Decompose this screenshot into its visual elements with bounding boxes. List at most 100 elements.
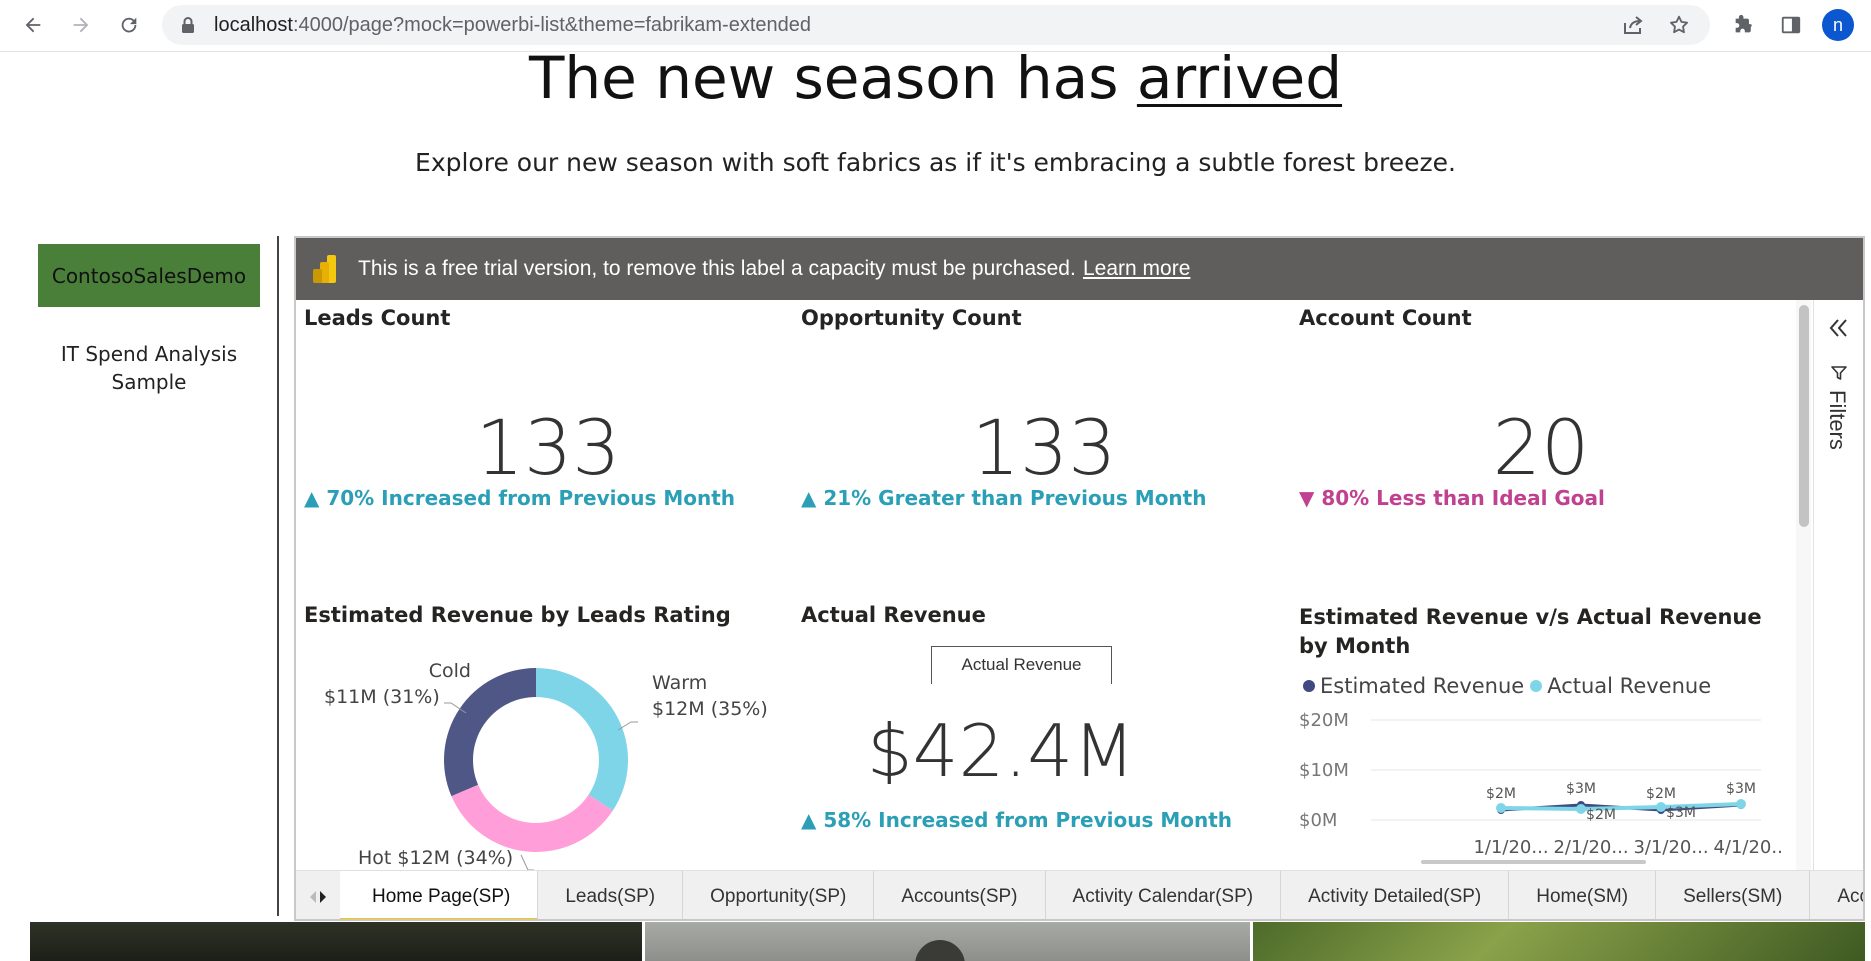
tab-sellers-sm[interactable]: Sellers(SM): [1656, 871, 1810, 921]
line-point[interactable]: [1496, 803, 1506, 813]
side-panel-button[interactable]: [1774, 8, 1808, 42]
actual-revenue-trend: ▲ 58% Increased from Previous Month: [801, 808, 1232, 832]
tab-opportunity-sp[interactable]: Opportunity(SP): [683, 871, 874, 921]
hero-subtitle: Explore our new season with soft fabrics…: [0, 148, 1871, 177]
line-chart-title: Estimated Revenue v/s Actual Revenue by …: [1299, 603, 1769, 661]
bookmark-star-icon[interactable]: [1668, 14, 1690, 36]
tab-home-page-sp[interactable]: Home Page(SP): [340, 871, 538, 921]
tab-accour[interactable]: Accour: [1810, 871, 1865, 921]
back-button[interactable]: [16, 8, 50, 42]
photo-figure: [915, 940, 965, 961]
tab-leads-sp[interactable]: Leads(SP): [538, 871, 683, 921]
donut-label-warm-name: Warm: [652, 670, 707, 696]
donut-label-cold-name: Cold: [391, 658, 471, 684]
data-label: $3M: [1726, 781, 1756, 797]
powerbi-logo-icon: [313, 255, 337, 283]
legend-actual[interactable]: Actual Revenue: [1530, 674, 1711, 698]
sidebar-item-contososalesdemo[interactable]: ContosoSalesDemo: [38, 244, 260, 307]
canvas-scrollbar[interactable]: [1799, 305, 1809, 527]
hero-title-underlined: arrived: [1137, 44, 1342, 112]
legend-dot-icon: [1303, 680, 1315, 692]
reload-icon: [118, 14, 140, 36]
hero-title: The new season has arrived: [0, 42, 1871, 114]
leads-count-value: 133: [318, 406, 778, 476]
leads-count-title: Leads Count: [304, 306, 450, 330]
trial-message: This is a free trial version, to remove …: [358, 238, 1076, 300]
collapse-chevrons-icon[interactable]: [1828, 318, 1850, 338]
chart-scrollbar[interactable]: [1421, 860, 1646, 864]
back-arrow-icon: [22, 14, 44, 36]
share-icon[interactable]: [1622, 15, 1644, 35]
line-point[interactable]: [1576, 804, 1586, 814]
x-tick-label: 4/1/20...: [1713, 837, 1781, 858]
account-count-trend: ▼ 80% Less than Ideal Goal: [1299, 486, 1605, 510]
account-count-value: 20: [1311, 406, 1771, 476]
sidebar-item-label: ContosoSalesDemo: [52, 264, 246, 288]
donut-label-cold-value: $11M (31%): [324, 684, 440, 710]
donut-label-hot: Hot $12M (34%): [358, 845, 513, 870]
line-point[interactable]: [1656, 802, 1666, 812]
page-tabs: Home Page(SP) Leads(SP) Opportunity(SP) Acc…: [296, 870, 1863, 921]
tab-accounts-sp[interactable]: Accounts(SP): [874, 871, 1045, 921]
side-panel-icon: [1780, 14, 1802, 36]
url-text: localhost:4000/page?mock=powerbi-list&th…: [214, 5, 811, 45]
puzzle-icon: [1732, 14, 1754, 36]
y-tick-label: $0M: [1299, 810, 1337, 831]
account-count-title: Account Count: [1299, 306, 1472, 330]
y-tick-label: $10M: [1299, 760, 1349, 781]
reload-button[interactable]: [112, 8, 146, 42]
actual-revenue-value: $42.4M: [836, 710, 1166, 784]
tab-prev-icon[interactable]: [308, 890, 318, 904]
actual-revenue-title: Actual Revenue: [801, 603, 986, 627]
sidebar-divider: [277, 236, 279, 916]
leads-count-trend: ▲ 70% Increased from Previous Month: [304, 486, 735, 510]
x-tick-label: 3/1/20...: [1633, 837, 1708, 858]
legend-estimated[interactable]: Estimated Revenue: [1303, 674, 1524, 698]
lock-icon: [180, 16, 196, 34]
report-canvas: Leads Count 133 ▲ 70% Increased from Pre…: [296, 300, 1811, 870]
learn-more-link[interactable]: Learn more: [1083, 238, 1190, 300]
data-label: $3M: [1666, 805, 1696, 821]
url-path: :4000/page?mock=powerbi-list&theme=fabri…: [293, 14, 811, 36]
y-tick-label: $20M: [1299, 710, 1349, 731]
actual-revenue-tooltip: Actual Revenue: [931, 646, 1112, 684]
opportunity-count-trend: ▲ 21% Greater than Previous Month: [801, 486, 1206, 510]
filters-label: Filters: [1824, 390, 1850, 450]
x-tick-label: 2/1/20...: [1553, 837, 1628, 858]
url-host: localhost: [214, 14, 293, 36]
filter-funnel-icon: [1830, 364, 1848, 382]
x-tick-label: 1/1/20...: [1473, 837, 1548, 858]
line-chart-legend: Estimated Revenue Actual Revenue: [1303, 674, 1717, 698]
profile-avatar[interactable]: n: [1822, 9, 1854, 41]
legend-label: Actual Revenue: [1547, 674, 1711, 698]
product-photo-3[interactable]: [1253, 922, 1865, 961]
opportunity-count-title: Opportunity Count: [801, 306, 1022, 330]
legend-dot-icon: [1530, 680, 1542, 692]
forward-arrow-icon: [70, 14, 92, 36]
filters-pane[interactable]: Filters: [1813, 300, 1863, 870]
product-photo-2[interactable]: [645, 922, 1250, 961]
tab-home-sm[interactable]: Home(SM): [1509, 871, 1656, 921]
data-label: $2M: [1486, 786, 1516, 802]
tab-activity-detailed-sp[interactable]: Activity Detailed(SP): [1281, 871, 1509, 921]
tab-scroll-arrows: [296, 871, 340, 921]
opportunity-count-value: 133: [814, 406, 1274, 476]
donut-chart-title: Estimated Revenue by Leads Rating: [304, 603, 731, 627]
legend-label: Estimated Revenue: [1320, 674, 1524, 698]
powerbi-report: This is a free trial version, to remove …: [294, 236, 1865, 921]
product-photo-1[interactable]: [30, 922, 642, 961]
trial-banner: This is a free trial version, to remove …: [296, 238, 1863, 300]
donut-label-warm-value: $12M (35%): [652, 696, 768, 722]
tabs-container: Home Page(SP) Leads(SP) Opportunity(SP) Acc…: [340, 871, 1865, 921]
data-label: $2M: [1586, 807, 1616, 823]
data-label: $2M: [1646, 786, 1676, 802]
line-point[interactable]: [1736, 799, 1746, 809]
data-label: $3M: [1566, 781, 1596, 797]
extensions-button[interactable]: [1726, 8, 1760, 42]
tab-activity-calendar-sp[interactable]: Activity Calendar(SP): [1046, 871, 1282, 921]
tab-next-icon[interactable]: [318, 890, 328, 904]
address-bar[interactable]: localhost:4000/page?mock=powerbi-list&th…: [162, 5, 1710, 45]
forward-button[interactable]: [64, 8, 98, 42]
line-chart: $20M $10M $0M 1/1/20... 2/1/20... 3/1/20... 4/…: [1291, 700, 1781, 870]
sidebar-item-it-spend[interactable]: IT Spend Analysis Sample: [38, 340, 260, 396]
